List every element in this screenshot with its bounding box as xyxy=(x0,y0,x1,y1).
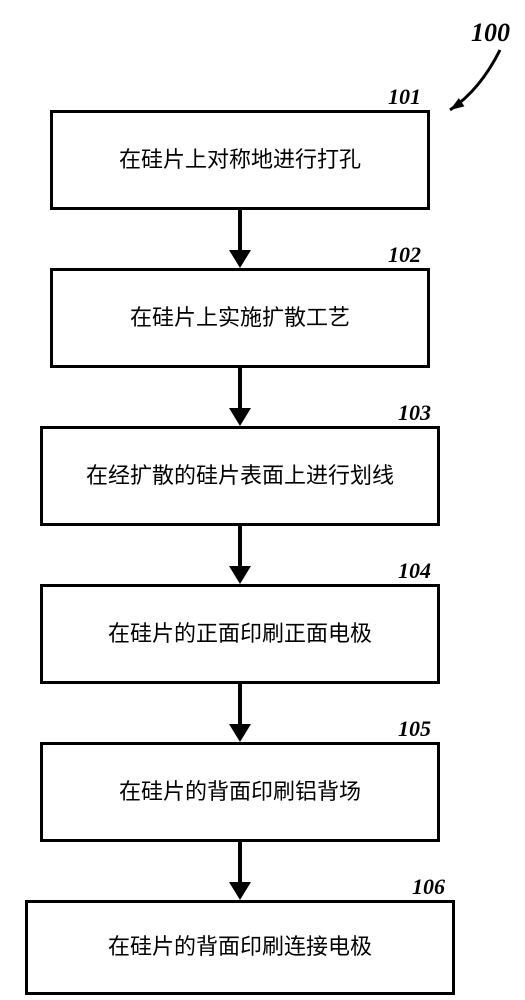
flow-arrow-line xyxy=(238,684,242,724)
step-label-104: 104 xyxy=(398,558,431,584)
step-text: 在硅片的背面印刷铝背场 xyxy=(119,779,361,805)
step-box-104: 在硅片的正面印刷正面电极 xyxy=(40,584,440,684)
step-label-103: 103 xyxy=(398,400,431,426)
step-box-101: 在硅片上对称地进行打孔 xyxy=(50,110,430,210)
step-box-102: 在硅片上实施扩散工艺 xyxy=(50,268,430,368)
step-label-102: 102 xyxy=(388,242,421,268)
step-text: 在经扩散的硅片表面上进行划线 xyxy=(86,463,394,489)
flow-arrow-head xyxy=(229,724,251,742)
step-text: 在硅片的背面印刷连接电极 xyxy=(108,934,372,960)
flow-arrow-head xyxy=(229,882,251,900)
step-box-105: 在硅片的背面印刷铝背场 xyxy=(40,742,440,842)
step-text: 在硅片上实施扩散工艺 xyxy=(130,305,350,331)
step-label-101: 101 xyxy=(388,84,421,110)
flow-arrow-head xyxy=(229,566,251,584)
step-text: 在硅片的正面印刷正面电极 xyxy=(108,621,372,647)
flow-arrow-line xyxy=(238,842,242,882)
flow-arrow-line xyxy=(238,368,242,408)
step-box-106: 在硅片的背面印刷连接电极 xyxy=(25,900,455,995)
step-text: 在硅片上对称地进行打孔 xyxy=(119,147,361,173)
flow-arrow-head xyxy=(229,250,251,268)
flow-arrow-head xyxy=(229,408,251,426)
step-label-105: 105 xyxy=(398,716,431,742)
step-box-103: 在经扩散的硅片表面上进行划线 xyxy=(40,426,440,526)
step-label-106: 106 xyxy=(412,874,445,900)
flowchart-canvas: { "figure": { "ref_label": "100", "ref_l… xyxy=(0,0,525,1000)
flow-arrow-line xyxy=(238,210,242,250)
flow-arrow-line xyxy=(238,526,242,566)
